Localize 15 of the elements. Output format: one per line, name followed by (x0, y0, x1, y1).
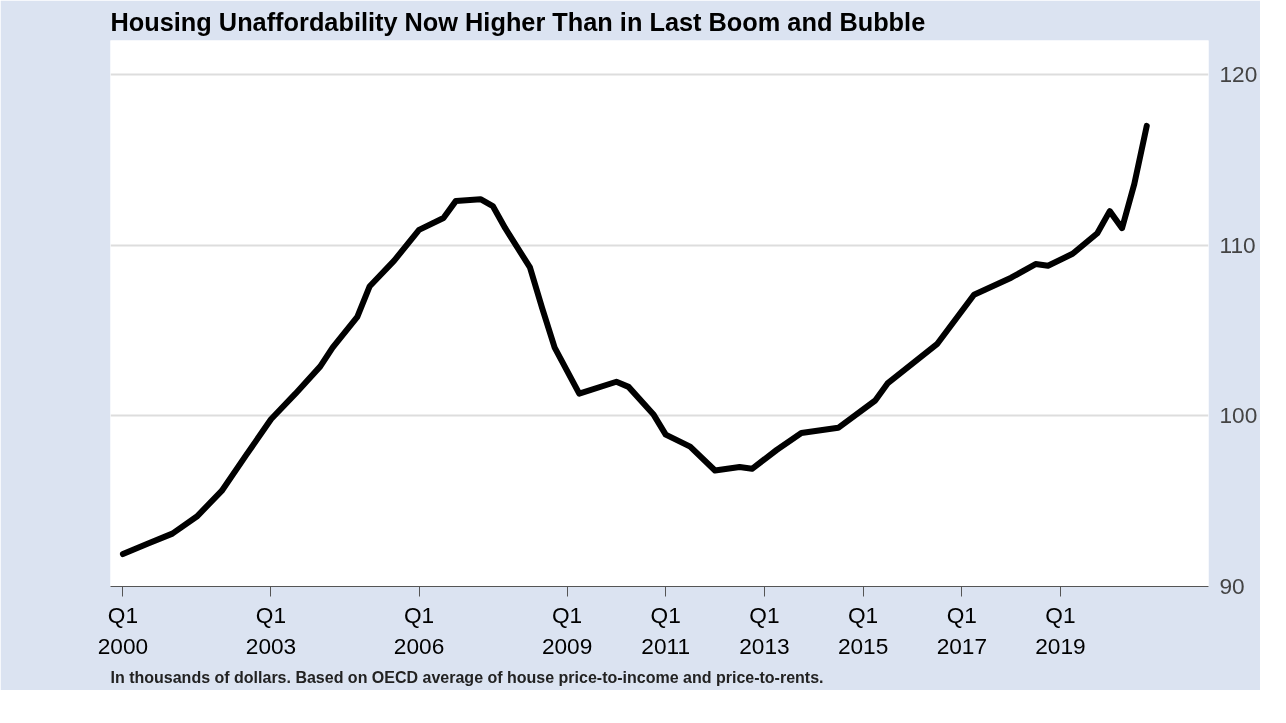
y-tick-label: 90 (1219, 573, 1245, 599)
x-tick-label: Q1 2000 (97, 601, 149, 659)
y-tick-label: 100 (1219, 402, 1258, 429)
x-tick-label: Q1 2009 (541, 601, 593, 659)
y-tick-label: 110 (1219, 231, 1256, 258)
y-tick-label: 120 (1219, 61, 1258, 88)
x-tick-label: Q1 2011 (641, 601, 691, 659)
x-tick-label: Q1 2019 (1035, 601, 1086, 659)
x-tick-label: Q1 2013 (739, 601, 790, 659)
text: In thousands of dollars. Based on OECD average of house price-to-income and price-to-rents. (110, 668, 824, 686)
x-tick-label: Q1 2017 (936, 601, 988, 659)
x-tick-label: Q1 2003 (245, 601, 297, 659)
chart-title: Housing Unaffordability Now Higher Than in Last Boom and Bubble (110, 7, 926, 36)
x-tick-label: Q1 2015 (837, 601, 889, 659)
x-tick-label: Q1 2006 (393, 601, 445, 659)
